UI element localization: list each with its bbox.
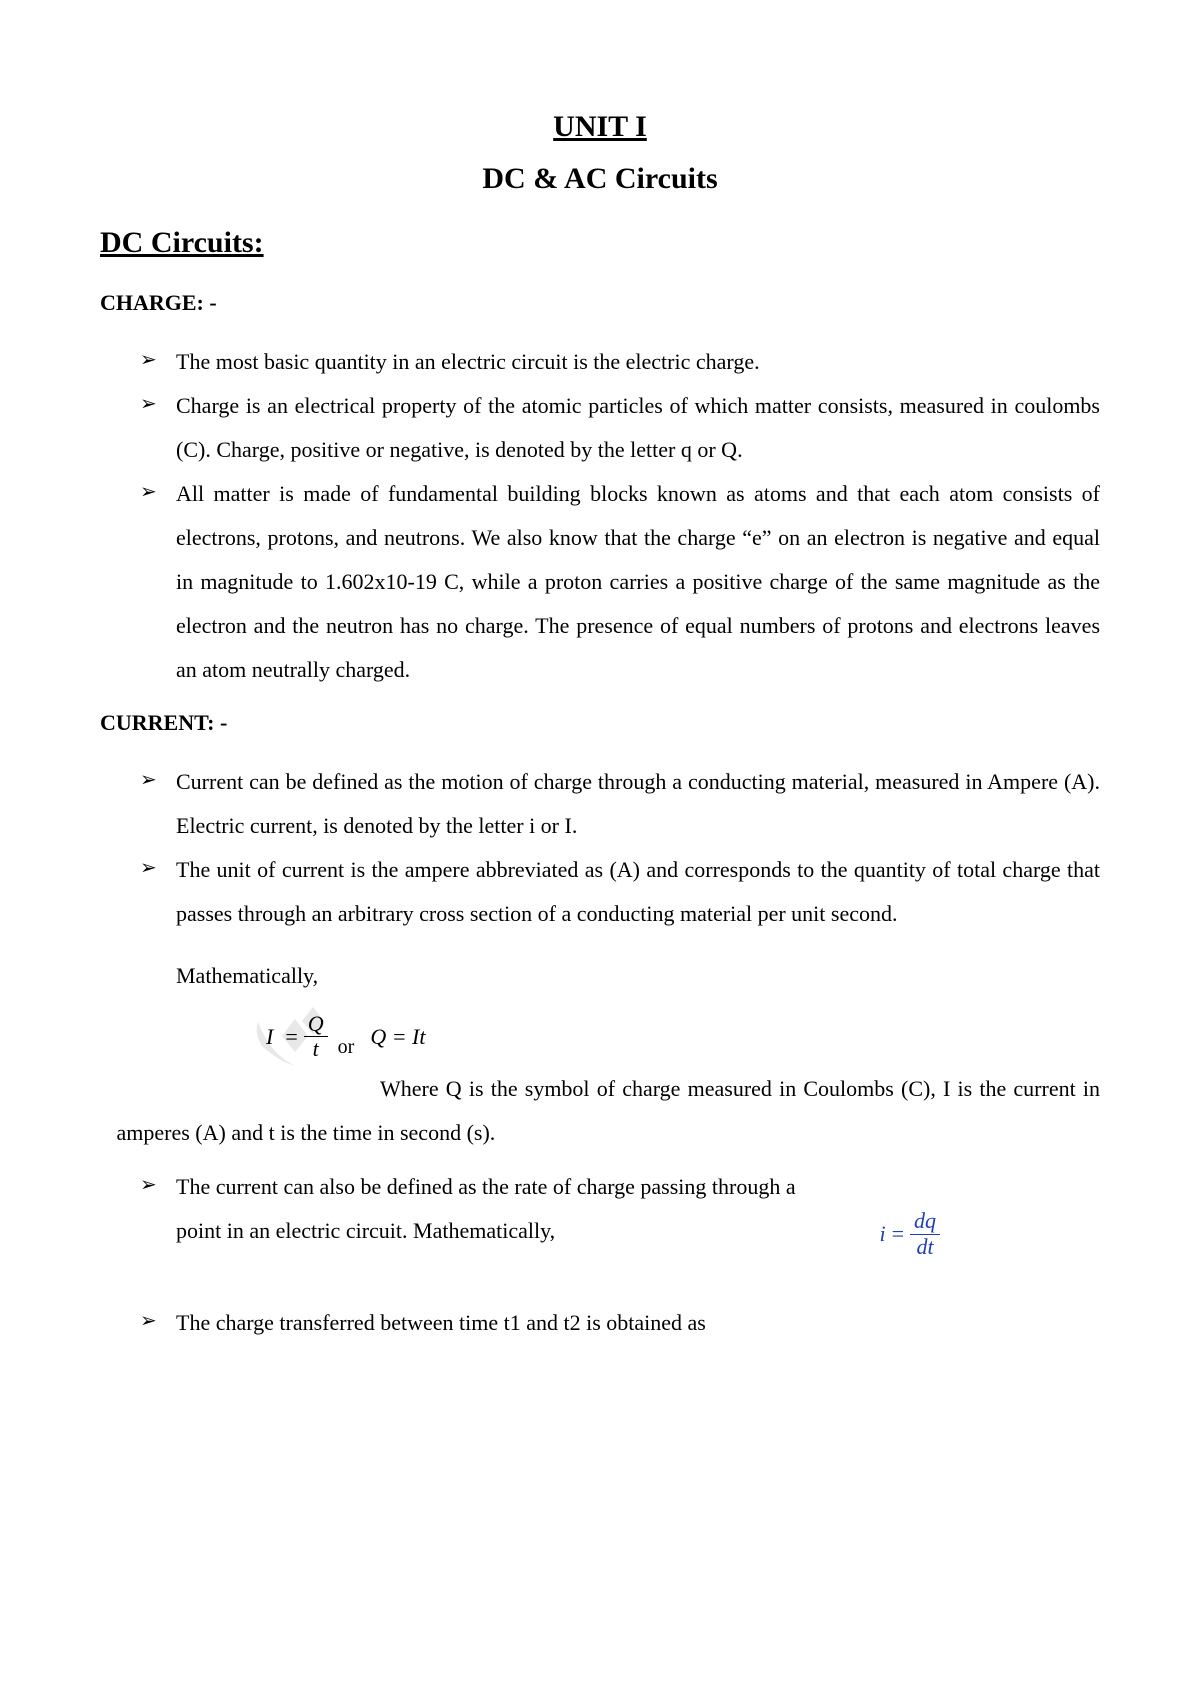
list-item: Charge is an electrical property of the …: [140, 384, 1100, 472]
numerator: Q: [304, 1012, 328, 1037]
charge-heading: CHARGE: -: [100, 290, 1100, 316]
formula-lhs: I: [260, 1024, 279, 1050]
current-heading: CURRENT: -: [100, 710, 1100, 736]
unit-title: UNIT I: [100, 110, 1100, 144]
fraction: Q t: [304, 1012, 328, 1061]
list-item: The most basic quantity in an electric c…: [140, 340, 1100, 384]
subtitle: DC & AC Circuits: [100, 162, 1100, 196]
formula-i-equals-dq-dt: i = dq dt: [879, 1209, 940, 1258]
equals-sign: =: [886, 1212, 910, 1256]
fraction: dq dt: [910, 1209, 940, 1258]
current-bullet-list-c: The charge transferred between time t1 a…: [100, 1301, 1100, 1345]
numerator: dq: [910, 1209, 940, 1234]
section-heading: DC Circuits:: [100, 226, 1100, 260]
formula-explanation: Where Q is the symbol of charge measured…: [100, 1067, 1100, 1155]
list-item: All matter is made of fundamental buildi…: [140, 472, 1100, 692]
list-item: The charge transferred between time t1 a…: [140, 1301, 1100, 1345]
or-text: or: [328, 1036, 365, 1061]
explanation-text: Where Q is the symbol of charge measured…: [100, 1076, 1100, 1145]
formula-i-equals-q-over-t: I = Q t or Q = It: [100, 1012, 1100, 1061]
list-item: The unit of current is the ampere abbrev…: [140, 848, 1100, 936]
bullet-text: The current can also be defined as the r…: [176, 1165, 836, 1253]
formula-rhs: Q = It: [364, 1024, 431, 1050]
equals-sign: =: [279, 1024, 303, 1050]
math-label: Mathematically,: [100, 954, 1100, 998]
list-item: Current can be defined as the motion of …: [140, 760, 1100, 848]
current-bullet-list-b: The current can also be defined as the r…: [100, 1165, 1100, 1253]
charge-bullet-list: The most basic quantity in an electric c…: [100, 340, 1100, 692]
denominator: dt: [912, 1235, 937, 1259]
current-bullet-list-a: Current can be defined as the motion of …: [100, 760, 1100, 936]
denominator: t: [309, 1037, 323, 1061]
list-item: The current can also be defined as the r…: [140, 1165, 1100, 1253]
